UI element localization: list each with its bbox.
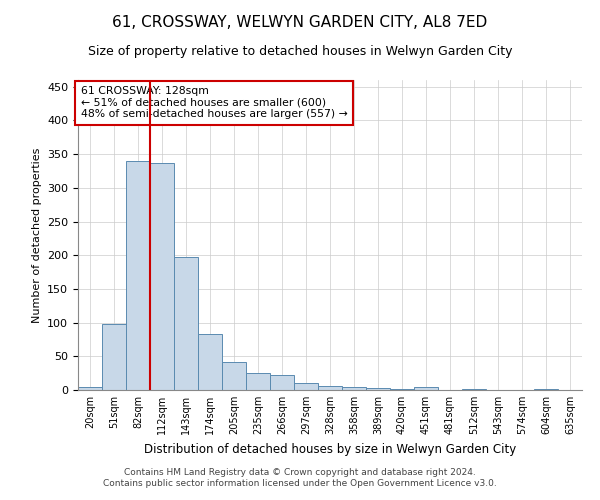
Bar [78, 386, 102, 390]
X-axis label: Distribution of detached houses by size in Welwyn Garden City: Distribution of detached houses by size … [144, 442, 516, 456]
Bar [222, 362, 246, 390]
Bar [150, 163, 174, 390]
Text: Size of property relative to detached houses in Welwyn Garden City: Size of property relative to detached ho… [88, 45, 512, 58]
Bar [294, 384, 318, 390]
Bar [174, 257, 198, 390]
Text: Contains HM Land Registry data © Crown copyright and database right 2024.
Contai: Contains HM Land Registry data © Crown c… [103, 468, 497, 487]
Bar [270, 375, 294, 390]
Bar [318, 386, 342, 390]
Bar [342, 388, 366, 390]
Bar [198, 334, 222, 390]
Bar [126, 161, 150, 390]
Bar [246, 373, 270, 390]
Bar [366, 388, 390, 390]
Y-axis label: Number of detached properties: Number of detached properties [32, 148, 41, 322]
Bar [414, 388, 438, 390]
Text: 61, CROSSWAY, WELWYN GARDEN CITY, AL8 7ED: 61, CROSSWAY, WELWYN GARDEN CITY, AL8 7E… [112, 15, 488, 30]
Bar [102, 324, 126, 390]
Text: 61 CROSSWAY: 128sqm
← 51% of detached houses are smaller (600)
48% of semi-detac: 61 CROSSWAY: 128sqm ← 51% of detached ho… [80, 86, 347, 120]
